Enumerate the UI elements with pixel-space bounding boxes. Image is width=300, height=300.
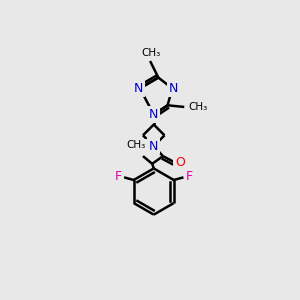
Text: F: F bbox=[115, 170, 122, 183]
Text: CH₃: CH₃ bbox=[141, 48, 160, 58]
Text: N: N bbox=[169, 82, 178, 95]
Text: CH₃: CH₃ bbox=[126, 140, 146, 150]
Text: N: N bbox=[134, 82, 143, 95]
Text: F: F bbox=[186, 170, 193, 183]
Text: CH₃: CH₃ bbox=[188, 102, 208, 112]
Text: N: N bbox=[149, 108, 158, 121]
Text: O: O bbox=[175, 156, 185, 169]
Text: N: N bbox=[149, 140, 158, 153]
